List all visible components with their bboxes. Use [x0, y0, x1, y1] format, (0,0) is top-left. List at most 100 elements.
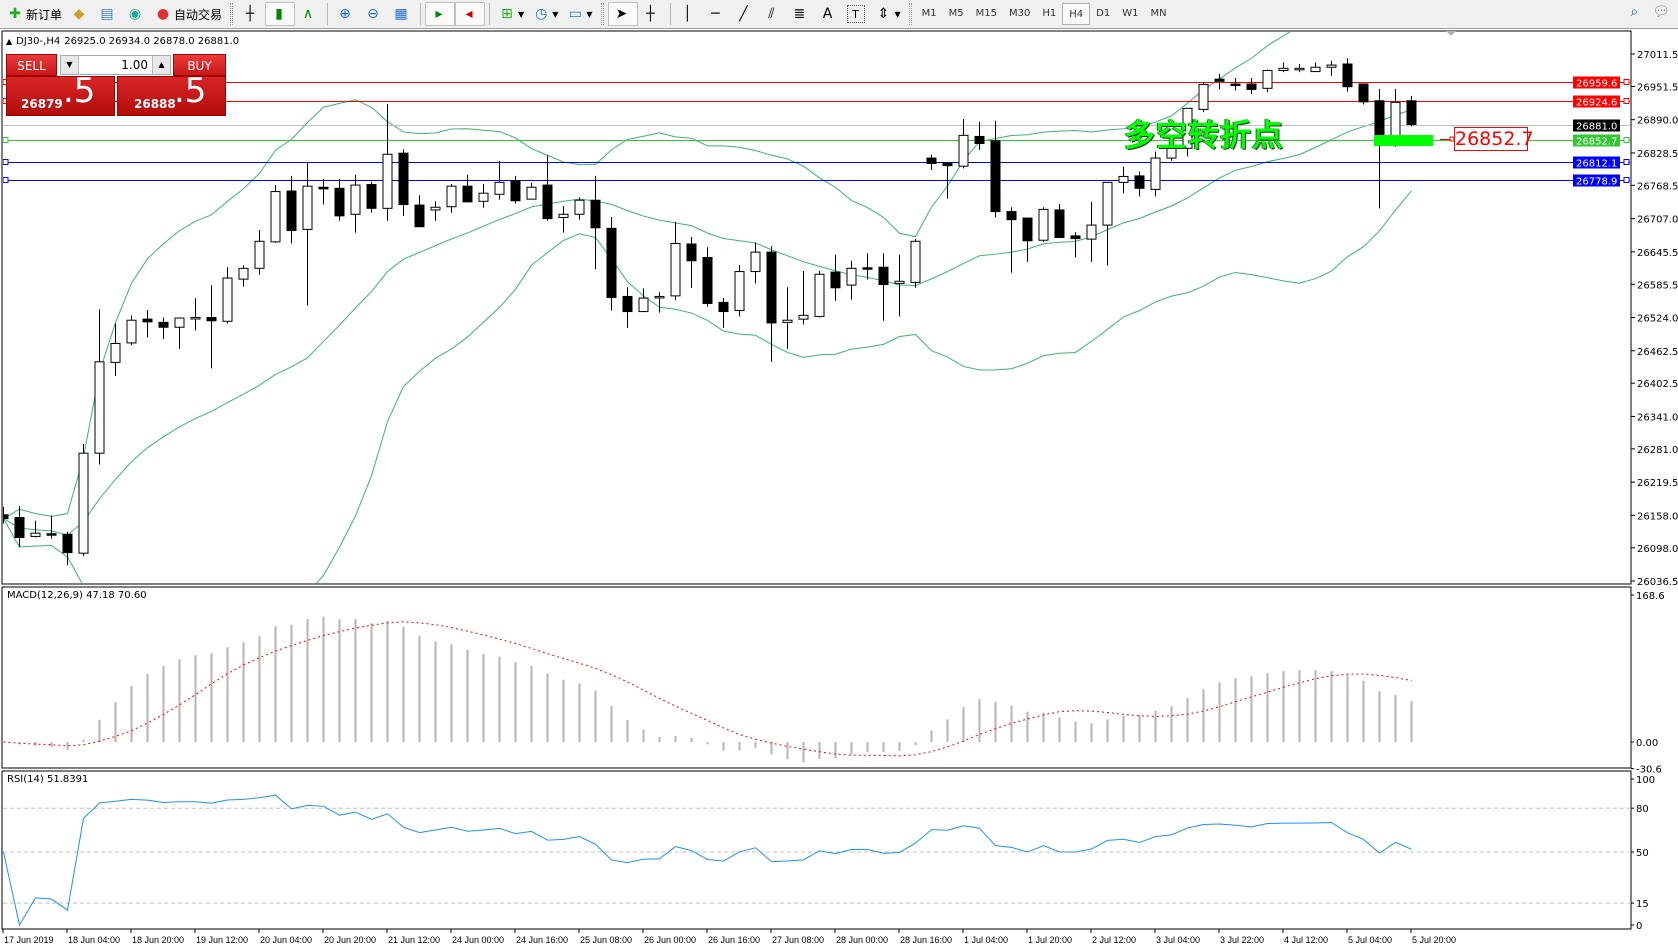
dropdown-arrow-icon: ▼: [586, 9, 593, 19]
toolbar-grip[interactable]: [908, 3, 912, 25]
candle: [238, 265, 249, 287]
candle: [494, 160, 505, 200]
candle-body-bull: [478, 192, 489, 202]
crosshair-tool[interactable]: ┼: [638, 2, 666, 26]
timeframe-mn[interactable]: MN: [1150, 8, 1167, 19]
buy-price-frac: .5: [174, 71, 207, 111]
buy-price-button[interactable]: 26888 .5: [117, 71, 226, 116]
lot-decrease-button[interactable]: ▼: [61, 56, 79, 74]
timeframe-m15[interactable]: M15: [975, 8, 998, 19]
chat-icon[interactable]: 💬︎: [1652, 4, 1670, 20]
candle: [302, 162, 313, 306]
new-order-button[interactable]: ✚ 新订单: [2, 2, 66, 26]
candle-body-bear: [830, 271, 841, 289]
toolbar: ✚ 新订单 ◆ ▤ ◉ ● 自动交易 ┼ ▮ ∧ ⊕ ⊖ ▦ ▸ ◂ ⊞ ▼ ◷ ▼ ▭…: [0, 0, 1678, 29]
line-chart-button[interactable]: ∧: [295, 2, 323, 26]
sell-price-button[interactable]: 26879 .5: [6, 71, 115, 116]
fibonacci-tool[interactable]: ≣: [787, 2, 815, 26]
text-tool[interactable]: A: [815, 2, 843, 26]
time-tick-label: 4 Jul 12:00: [1284, 935, 1328, 945]
bar-chart-button[interactable]: ┼: [237, 2, 265, 26]
timeframe-m1[interactable]: M1: [921, 8, 937, 19]
time-tick-label: 24 Jun 00:00: [452, 935, 504, 945]
candle: [894, 254, 905, 317]
lot-increase-button[interactable]: ▲: [152, 56, 170, 74]
lot-size-field[interactable]: ▼ 1.00 ▲: [60, 55, 171, 75]
timeframe-d1[interactable]: D1: [1096, 8, 1111, 19]
candle: [638, 288, 649, 313]
chart-shift-button[interactable]: ◂: [455, 2, 486, 26]
candle-body-bear: [590, 199, 601, 229]
candle-body-bull: [654, 295, 665, 299]
candle: [1150, 151, 1161, 197]
macd-label: MACD(12,26,9) 47.18 70.60: [7, 590, 147, 601]
chart-annotation-text[interactable]: 多空转折点: [1124, 118, 1284, 154]
sell-button[interactable]: SELL: [6, 54, 57, 76]
candle: [318, 179, 329, 205]
horizontal-line-tool[interactable]: ─: [703, 2, 731, 26]
candlestick-chart-button[interactable]: ▮: [265, 2, 296, 26]
fibonacci-icon: ≣: [793, 6, 806, 22]
candlestick-icon: ▮: [275, 6, 283, 22]
tile-icon: ▦: [394, 6, 408, 22]
lot-size-value[interactable]: 1.00: [121, 58, 148, 72]
timeframe-m30[interactable]: M30: [1009, 8, 1031, 19]
indicators-button[interactable]: ⊞ ▼: [494, 2, 528, 26]
candle-body-bear: [1358, 83, 1369, 103]
collapse-triangle-icon[interactable]: ▲: [6, 37, 13, 46]
search-icon[interactable]: ⌕: [1630, 4, 1639, 20]
candle: [94, 309, 105, 465]
candle: [46, 515, 57, 539]
candle-body-bear: [3, 514, 9, 520]
signal-icon: ◉: [128, 6, 142, 22]
navigator-button[interactable]: ▤: [94, 2, 122, 26]
price-line-label-bg: [1573, 76, 1620, 89]
macd-pane: [1, 586, 1632, 769]
price-tick-label: 26036.5: [1637, 577, 1678, 588]
cursor-tool[interactable]: ➤: [607, 2, 638, 26]
price-tick-label: 26951.5: [1637, 82, 1678, 93]
text-label-tool[interactable]: T: [843, 2, 871, 26]
candle-body-bear: [46, 533, 57, 536]
time-tick-label: 18 Jun 04:00: [68, 935, 120, 945]
signals-button[interactable]: ◉: [122, 2, 150, 26]
auto-trading-button[interactable]: ● 自动交易: [150, 2, 226, 26]
candle: [1246, 78, 1257, 95]
macd-tick-label: 168.6: [1636, 591, 1665, 602]
candle-body-bear: [974, 135, 985, 144]
auto-trading-icon: ●: [156, 6, 170, 22]
timeframe-w1[interactable]: W1: [1122, 8, 1139, 19]
tile-windows-button[interactable]: ▦: [388, 2, 416, 26]
candle: [830, 254, 841, 301]
zoom-in-button[interactable]: ⊕: [332, 2, 360, 26]
candle: [686, 236, 697, 288]
candle-body-bull: [1262, 69, 1273, 89]
timeframe-h4[interactable]: H4: [1062, 3, 1091, 25]
trendline-icon: ╱: [739, 6, 748, 22]
buy-button[interactable]: BUY: [173, 54, 226, 76]
candle: [1134, 171, 1145, 197]
vertical-line-tool[interactable]: │: [675, 2, 703, 26]
trendline-tool[interactable]: ╱: [731, 2, 759, 26]
timeframe-h1[interactable]: H1: [1042, 8, 1057, 19]
market-watch-button[interactable]: ◆: [66, 2, 94, 26]
templates-button[interactable]: ▭ ▼: [562, 2, 596, 26]
toolbar-grip[interactable]: [600, 3, 604, 25]
candle-body-bull: [78, 452, 89, 554]
candle: [798, 271, 809, 325]
candle-body-bear: [702, 257, 713, 304]
macd-signal-line: [3, 621, 1412, 757]
candle-body-bear: [1246, 83, 1257, 90]
toolbar-grip[interactable]: [230, 3, 234, 25]
price-tick-label: 26098.0: [1637, 544, 1678, 555]
equidistant-channel-tool[interactable]: ⫽: [759, 2, 787, 26]
timeframe-m5[interactable]: M5: [948, 8, 964, 19]
candle: [606, 216, 617, 311]
zoom-out-button[interactable]: ⊖: [360, 2, 388, 26]
periods-button[interactable]: ◷ ▼: [528, 2, 562, 26]
auto-scroll-button[interactable]: ▸: [425, 2, 456, 26]
price-label-object[interactable]: 26852.7: [1454, 127, 1534, 151]
candle: [1054, 204, 1065, 239]
arrows-tool[interactable]: ⇕ ▼: [871, 2, 905, 26]
